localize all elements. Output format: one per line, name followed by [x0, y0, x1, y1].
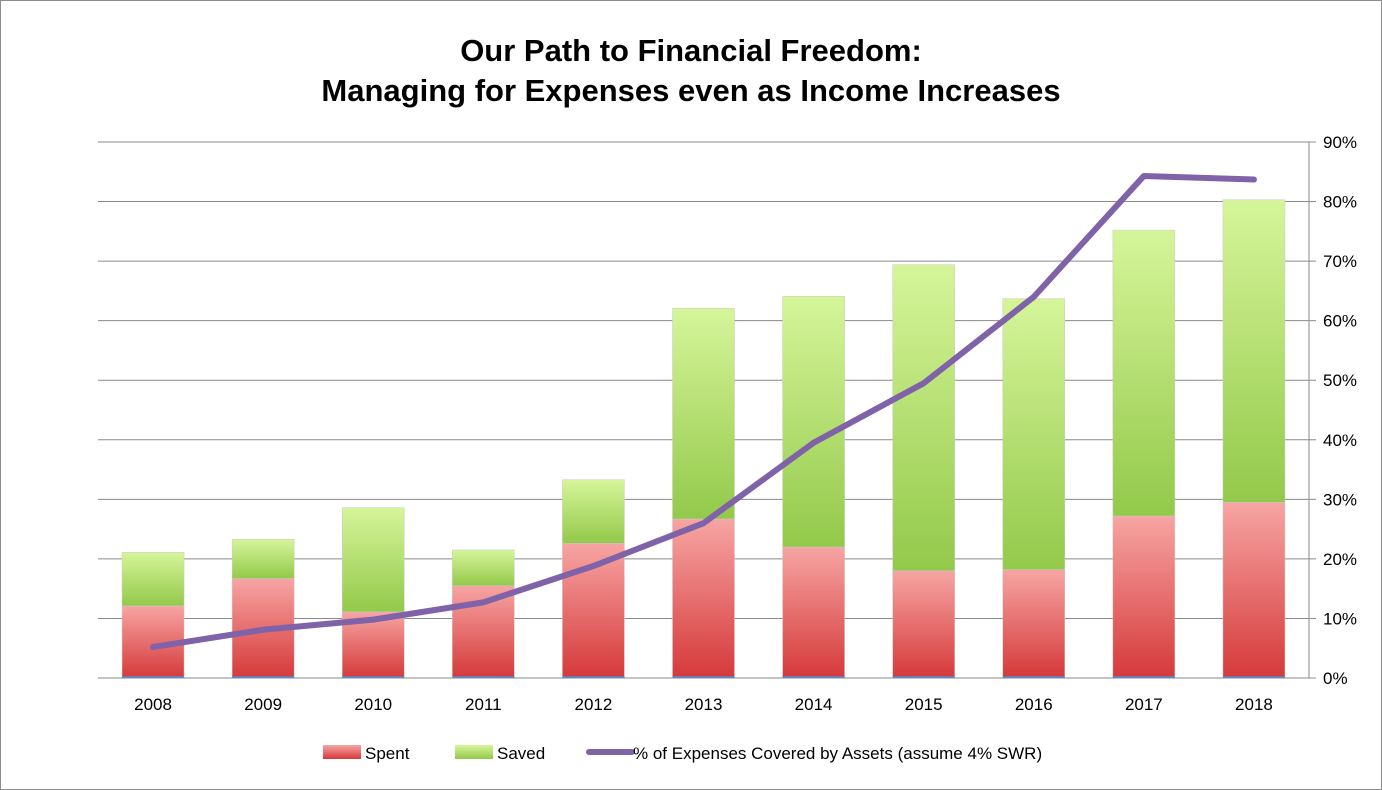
x-tick-label: 2009	[244, 695, 282, 714]
legend: Spent Saved % of Expenses Covered by Asset…	[323, 744, 1042, 763]
bar-saved	[231, 538, 295, 579]
bar-spent	[1222, 502, 1286, 679]
x-tick-label: 2015	[905, 695, 943, 714]
y2-tick-label: 50%	[1323, 371, 1357, 390]
bar-saved	[1002, 298, 1066, 570]
chart-subtitle: Managing for Expenses even as Income Inc…	[321, 73, 1061, 108]
y2-tick-label: 0%	[1323, 669, 1348, 688]
bar-saved	[782, 295, 845, 548]
bar-spent	[672, 518, 735, 679]
x-tick-label: 2017	[1125, 695, 1163, 714]
y2-tick-label: 80%	[1323, 193, 1357, 212]
x-tick-label: 2014	[795, 695, 833, 714]
x-tick-label: 2012	[574, 695, 612, 714]
bar-spent	[892, 570, 955, 679]
y2-tick-label: 10%	[1323, 609, 1357, 628]
y2-tick-label: 60%	[1323, 312, 1357, 331]
y2-tick-label: 20%	[1323, 550, 1357, 569]
y2-tick-label: 30%	[1323, 490, 1357, 509]
legend-swatch-spent	[323, 745, 361, 759]
x-tick-label: 2011	[465, 695, 502, 714]
bars	[121, 199, 1286, 679]
bar-saved	[121, 552, 185, 607]
bar-saved	[892, 264, 955, 572]
bar-saved	[1112, 229, 1176, 517]
x-tick-label: 2016	[1015, 695, 1053, 714]
legend-swatch-saved	[455, 745, 493, 759]
bar-spent	[1112, 515, 1176, 679]
legend-label-saved: Saved	[497, 744, 545, 763]
bar-saved	[1222, 199, 1286, 503]
legend-label-spent: Spent	[365, 744, 410, 763]
bar-spent	[1002, 569, 1066, 679]
y2-tick-label: 40%	[1323, 431, 1357, 450]
x-tick-label: 2010	[354, 695, 392, 714]
x-tick-label: 2008	[134, 695, 172, 714]
axes: 0% 10% 20% 30% 40% 50% 60% 70% 80% 90% 2008 2009 201…	[98, 133, 1357, 714]
bar-saved	[452, 549, 515, 586]
chart-title: Our Path to Financial Freedom:	[460, 33, 922, 68]
legend-label-coverage: % of Expenses Covered by Assets (assume …	[633, 744, 1042, 763]
bar-saved	[341, 507, 405, 613]
y2-tick-label: 90%	[1323, 133, 1357, 152]
bar-saved	[672, 307, 735, 520]
x-tick-label: 2013	[685, 695, 723, 714]
y2-tick-label: 70%	[1323, 252, 1357, 271]
bar-saved	[562, 479, 625, 544]
coverage-line	[150, 172, 1257, 651]
x-tick-label: 2018	[1235, 695, 1273, 714]
bar-spent	[782, 546, 845, 679]
